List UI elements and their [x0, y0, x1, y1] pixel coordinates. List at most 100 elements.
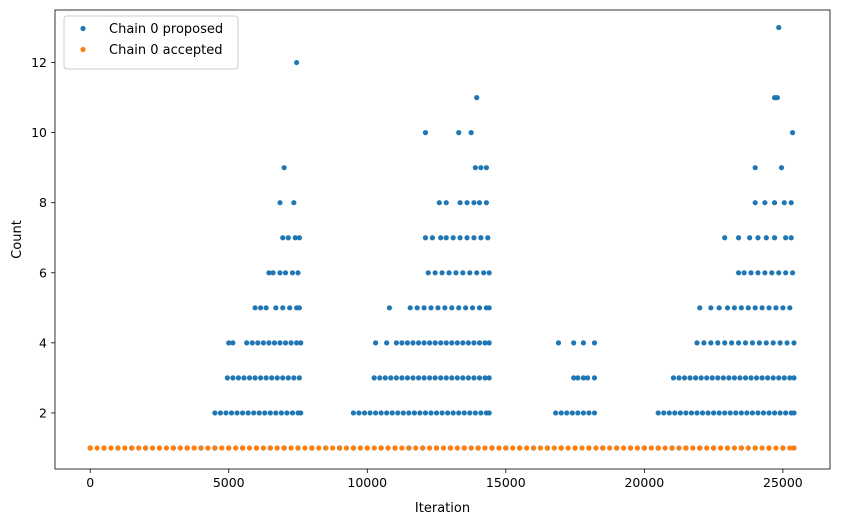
data-point	[385, 445, 391, 451]
data-point	[716, 305, 722, 311]
data-point	[565, 445, 571, 451]
data-point	[789, 270, 796, 276]
data-point	[212, 410, 218, 416]
data-point	[510, 445, 516, 451]
x-tick-label: 10000	[347, 475, 387, 490]
data-point	[468, 130, 474, 136]
data-point	[463, 305, 469, 311]
data-point	[784, 340, 790, 346]
data-point	[468, 445, 474, 451]
data-point	[433, 410, 440, 416]
data-point	[476, 340, 483, 346]
data-point	[731, 445, 738, 451]
data-point	[483, 165, 490, 171]
data-point	[677, 410, 683, 416]
data-point	[738, 445, 744, 451]
data-point	[149, 445, 156, 451]
data-point	[87, 445, 93, 451]
data-point	[681, 375, 688, 381]
data-point	[683, 410, 689, 416]
data-point	[224, 375, 230, 381]
data-point	[771, 235, 778, 241]
data-point	[460, 340, 466, 346]
data-point	[737, 375, 743, 381]
data-point	[481, 270, 487, 276]
data-point	[770, 340, 776, 346]
data-point	[270, 270, 276, 276]
data-point	[235, 375, 242, 381]
data-point	[465, 340, 472, 346]
data-point	[439, 270, 445, 276]
data-point	[634, 445, 641, 451]
data-point	[393, 340, 399, 346]
data-point	[579, 445, 585, 451]
data-point	[94, 445, 100, 451]
data-point	[226, 445, 232, 451]
data-point	[777, 410, 783, 416]
data-point	[460, 375, 466, 381]
data-point	[544, 445, 550, 451]
data-point	[433, 445, 440, 451]
data-point	[256, 410, 262, 416]
data-point	[762, 270, 768, 276]
data-point	[101, 445, 107, 451]
data-point	[136, 445, 142, 451]
data-point	[472, 165, 478, 171]
data-point	[392, 445, 398, 451]
data-point	[460, 270, 466, 276]
data-point	[170, 445, 176, 451]
y-tick-label: 8	[39, 195, 47, 210]
data-point	[239, 410, 246, 416]
data-point	[717, 445, 724, 451]
data-point	[716, 410, 722, 416]
data-point	[267, 410, 273, 416]
data-point	[711, 410, 717, 416]
data-point	[372, 410, 379, 416]
data-point	[688, 410, 695, 416]
data-point	[749, 410, 756, 416]
data-point	[461, 410, 467, 416]
x-axis-ticks: 0 5000 10000 15000 20000 25000	[86, 469, 803, 490]
data-point	[252, 305, 258, 311]
axes-frame	[54, 9, 831, 470]
data-point	[382, 375, 388, 381]
data-point	[291, 375, 297, 381]
legend-box	[63, 15, 239, 70]
data-point	[302, 445, 308, 451]
data-point	[461, 445, 467, 451]
data-point	[446, 270, 452, 276]
data-point	[246, 445, 253, 451]
data-point	[780, 305, 786, 311]
data-point	[399, 340, 405, 346]
data-point	[471, 340, 477, 346]
data-point	[738, 305, 744, 311]
data-point	[694, 410, 700, 416]
legend-label-accepted: Chain 0 accepted	[109, 43, 223, 58]
data-point	[575, 375, 581, 381]
data-point	[350, 410, 357, 416]
data-point	[748, 270, 754, 276]
data-point	[443, 340, 449, 346]
data-point	[377, 375, 383, 381]
data-point	[414, 305, 420, 311]
data-point	[440, 445, 447, 451]
data-point	[420, 445, 426, 451]
y-axis-label: Count	[10, 220, 25, 259]
data-point	[655, 410, 661, 416]
data-point	[766, 305, 772, 311]
data-point	[580, 410, 587, 416]
data-point	[350, 445, 357, 451]
data-point	[454, 340, 460, 346]
data-point	[456, 130, 462, 136]
data-point	[443, 200, 449, 206]
data-point	[384, 340, 390, 346]
data-point	[217, 410, 224, 416]
data-point	[450, 410, 456, 416]
data-point	[296, 305, 302, 311]
data-point	[269, 375, 275, 381]
data-point	[773, 305, 779, 311]
data-point	[388, 375, 394, 381]
data-point	[258, 305, 264, 311]
data-point	[258, 375, 264, 381]
